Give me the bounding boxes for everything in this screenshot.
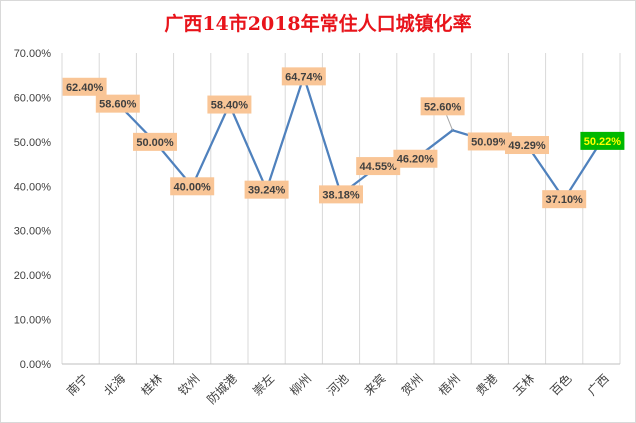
x-tick-label: 贵港	[473, 371, 500, 398]
x-tick-label: 桂林	[138, 371, 166, 399]
data-label: 49.29%	[508, 140, 546, 152]
data-label-box	[393, 149, 438, 168]
data-label-box	[505, 136, 549, 155]
x-tick-label: 百色	[548, 371, 575, 398]
data-label: 46.20%	[397, 154, 435, 166]
y-tick-label: 30.00%	[14, 226, 52, 238]
x-tick-label: 玉林	[510, 371, 537, 398]
y-tick-label: 20.00%	[14, 270, 52, 282]
y-tick-label: 0.00%	[20, 359, 51, 371]
data-label: 62.40%	[66, 82, 104, 94]
data-label: 50.09%	[471, 136, 509, 148]
data-label: 44.55%	[360, 161, 398, 173]
data-label: 64.74%	[285, 71, 323, 83]
data-label-box	[420, 97, 465, 116]
data-label-box	[580, 131, 625, 150]
x-tick-label: 南宁	[63, 371, 91, 399]
data-label: 58.40%	[211, 100, 249, 112]
y-tick-label: 10.00%	[14, 315, 52, 327]
data-label-box	[95, 94, 140, 113]
data-label: 37.10%	[546, 194, 584, 206]
x-tick-label: 柳州	[287, 371, 314, 398]
x-tick-label: 钦州	[176, 371, 203, 398]
data-label-leader	[446, 115, 454, 131]
data-label: 52.60%	[424, 101, 462, 113]
data-label-box	[170, 177, 215, 196]
x-tick-label: 广西	[585, 371, 612, 398]
data-label-box	[244, 180, 289, 199]
x-tick-label: 河池	[324, 371, 351, 398]
chart-title: 广西14市2018年常住人口城镇化率	[164, 13, 472, 35]
data-label: 40.00%	[174, 181, 212, 193]
data-label-box	[281, 67, 326, 86]
x-tick-label: 梧州	[435, 371, 463, 399]
data-label-box	[467, 132, 512, 151]
data-label-box	[62, 77, 107, 96]
data-label: 39.24%	[248, 185, 286, 197]
data-label-box	[356, 157, 401, 176]
data-label-box	[133, 132, 177, 151]
y-tick-label: 40.00%	[14, 181, 52, 193]
x-tick-label: 来宾	[361, 371, 389, 399]
x-tick-label: 崇左	[249, 371, 277, 399]
y-tick-label: 50.00%	[14, 137, 52, 149]
data-label: 50.22%	[584, 136, 622, 148]
data-label-box	[319, 185, 363, 204]
x-tick-label: 防城港	[204, 371, 240, 407]
data-label: 38.18%	[322, 189, 360, 201]
x-tick-label: 贺州	[399, 371, 426, 398]
data-label: 50.00%	[136, 137, 174, 149]
x-tick-label: 北海	[101, 371, 129, 399]
data-label: 58.60%	[99, 99, 137, 111]
y-tick-label: 70.00%	[14, 48, 52, 60]
data-label-box	[542, 190, 587, 209]
data-label-box	[207, 95, 252, 114]
y-tick-label: 60.00%	[14, 92, 52, 104]
